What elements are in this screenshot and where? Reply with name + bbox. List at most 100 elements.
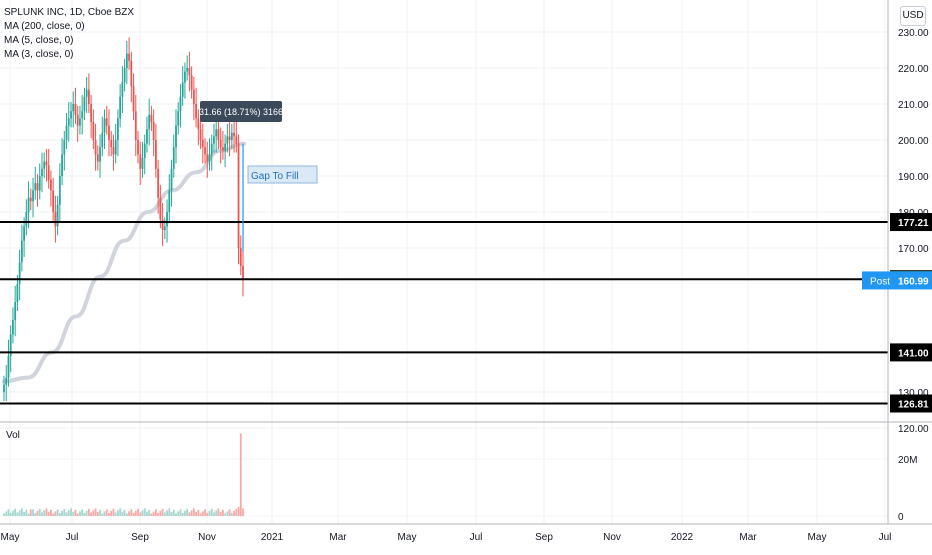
volume-bar [110,510,113,516]
volume-bar [215,510,218,516]
volume-bar [199,513,202,516]
volume-bar [150,513,153,516]
price-tick-label: 200.00 [898,136,929,147]
time-tick-label: May [1,532,20,543]
volume-bar [85,510,88,516]
candle-body [168,190,171,212]
candle-body [67,118,70,126]
candle-body [79,118,81,126]
candle-body [36,183,39,191]
volume-bar [217,508,220,516]
volume-bar [148,509,151,516]
candle-body [235,136,238,144]
volume-bar [36,510,39,516]
legend-ma5: MA (5, close, 0) [4,35,74,46]
candle-body [99,147,101,162]
candle-body [125,53,128,68]
volume-bar [74,509,77,516]
candle-body [119,96,122,119]
volume-bar [179,509,182,516]
volume-bar [228,509,231,516]
time-tick-label: May [398,532,417,543]
volume-bar [219,511,222,516]
volume-bar [87,508,90,516]
candle-body [41,168,43,176]
candle-body [25,212,28,227]
candle-body [121,82,124,97]
candle-body [157,168,160,198]
candle-body [110,140,113,148]
volume-bar [72,511,75,516]
volume-bar [90,512,93,516]
candle-body [204,147,206,155]
candle-body [192,89,195,104]
candle-body [226,136,229,144]
candle-body [72,104,75,112]
candle-body [166,212,168,227]
candle-body [139,154,142,169]
candle-body [112,147,115,155]
volume-bar [34,512,37,516]
candle-body [7,356,10,378]
candle-body [143,143,146,158]
volume-bar [67,510,70,516]
candle-body [159,197,162,220]
post-market-label-bg [862,271,932,290]
volume-bar [81,509,84,516]
volume-bar [192,508,195,516]
volume-bar [123,509,126,516]
volume-bar [3,513,5,516]
price-label-bg [890,394,932,413]
volume-bar [154,509,157,516]
volume-bar [50,509,52,516]
candle-body [45,161,48,166]
volume-bar [41,512,43,516]
candle-body [181,82,184,97]
volume-bar [18,510,21,516]
volume-bar [117,510,119,516]
price-label-text: 126.81 [898,399,929,410]
candle-body [199,129,202,140]
candle-body [105,118,108,126]
candle-body [134,111,137,140]
candle-body [208,154,211,162]
candle-body [146,129,148,144]
candle-body [184,71,186,83]
volume-bar [105,509,108,516]
candle-body [233,132,235,137]
candle-body [175,125,177,148]
volume-bar [65,512,68,516]
price-tick-label: 130.00 [898,388,929,399]
price-label-bg [890,213,932,232]
volume-bar [213,512,215,516]
candle-body [23,226,26,241]
candle-body [141,158,144,169]
volume-bar [224,513,227,516]
volume-bar [132,512,135,516]
candle-body [132,86,135,112]
volume-bar [239,433,242,516]
currency-button[interactable]: USD [900,6,926,26]
volume-bar [175,513,177,516]
candle-body [228,136,231,140]
volume-bar [52,513,55,516]
time-tick-label: Jul [470,532,483,543]
candle-body [47,165,50,180]
volume-bar [101,513,104,516]
volume-bar [208,510,211,516]
volume-bar [61,510,63,516]
volume-bar [166,510,168,516]
volume-bar [16,512,19,516]
volume-bar [112,508,115,516]
candle-body [3,384,5,392]
post-market-prefix: Post [870,276,890,287]
volume-bar [20,508,23,516]
price-tick-label: 190.00 [898,172,929,183]
candle-body [114,140,117,155]
volume-bar [201,511,204,516]
volume-bar [32,509,34,516]
volume-bar [79,511,81,516]
price-tick-label: 210.00 [898,100,929,111]
